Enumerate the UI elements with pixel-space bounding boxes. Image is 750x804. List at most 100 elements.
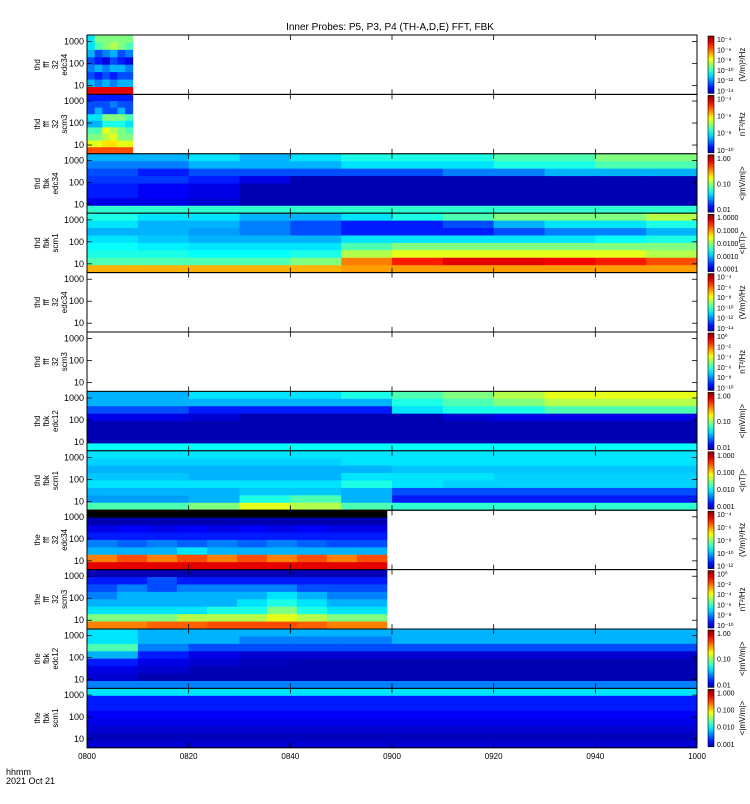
spectrogram-cell: [493, 198, 545, 207]
spectrogram-cell: [146, 547, 178, 556]
spectrogram-cell: [137, 636, 190, 645]
spectrogram-cell: [188, 465, 240, 474]
spectrogram-cell: [102, 101, 111, 108]
spectrogram-cell: [392, 695, 444, 704]
spectrogram-cell: [87, 673, 139, 682]
colorbar: [707, 95, 715, 154]
y-tick-label: 10: [74, 675, 84, 685]
spectrogram-cell: [646, 220, 698, 229]
spectrogram-cell: [109, 101, 118, 108]
spectrogram-cell: [188, 495, 240, 504]
colorbar-units: nT²/Hz: [738, 350, 747, 374]
spectrogram-cell: [595, 435, 647, 444]
spectrogram-cell: [392, 398, 444, 407]
spectrogram-cell: [392, 228, 444, 236]
spectrogram-cell: [206, 539, 238, 548]
spectrogram-cell: [392, 265, 444, 274]
colorbar-units: <|mV/m|>: [738, 404, 747, 439]
colorbar-tick-label: 0.001: [717, 742, 735, 749]
spectrogram-cell: [87, 127, 96, 135]
spectrogram-cell: [341, 265, 393, 274]
spectrogram-cell: [544, 250, 596, 259]
spectrogram-cell: [102, 35, 111, 43]
spectrogram-cell: [188, 643, 240, 652]
spectrogram-cell: [392, 643, 444, 652]
spectrogram-cell: [102, 94, 111, 102]
panel-label: fff: [42, 120, 51, 127]
spectrogram-cell: [94, 120, 103, 128]
spectrogram-cell: [341, 443, 393, 452]
spectrogram-cell: [392, 391, 444, 400]
spectrogram-cell: [206, 591, 238, 600]
colorbar-units: <|mV/m|>: [738, 641, 747, 676]
spectrogram-cell: [493, 651, 545, 660]
spectrogram-cell: [595, 257, 647, 266]
spectrogram-cell: [290, 443, 342, 452]
spectrogram-cell: [392, 235, 444, 244]
spectrogram-cell: [116, 539, 148, 548]
spectrogram-cell: [188, 190, 240, 199]
spectrogram-cell: [87, 547, 118, 556]
panel-label: the: [33, 653, 42, 665]
spectrogram-cell: [117, 140, 126, 148]
spectrogram-cell: [493, 465, 545, 474]
spectrogram-cell: [87, 465, 139, 474]
spectrogram-cell: [188, 480, 240, 489]
spectrogram-cell: [87, 510, 118, 519]
colorbar: [707, 273, 715, 332]
spectrogram-cell: [188, 250, 240, 259]
spectrogram-cell: [239, 695, 291, 704]
spectrogram-cell: [87, 695, 139, 704]
spectrogram-cell: [137, 495, 190, 504]
spectrogram-cell: [493, 502, 545, 511]
panel-label: thd: [33, 119, 42, 130]
y-tick-label: 1000: [64, 631, 84, 641]
spectrogram-cell: [87, 134, 96, 141]
spectrogram-cell: [176, 577, 208, 585]
spectrogram-cell: [239, 213, 291, 222]
spectrogram-cell: [102, 49, 111, 58]
y-tick-label: 100: [69, 415, 84, 425]
panel-label: thd: [33, 475, 42, 486]
spectrogram-cell: [239, 487, 291, 496]
spectrogram-cell: [493, 428, 545, 437]
spectrogram-cell: [146, 599, 178, 608]
spectrogram-cell: [94, 94, 103, 102]
spectrogram-cell: [102, 79, 111, 88]
y-tick-label: 10: [74, 81, 84, 91]
panel-label: fbk: [42, 237, 51, 249]
panel-label: scm3: [60, 352, 69, 372]
spectrogram-cell: [87, 140, 96, 148]
spectrogram-cell: [392, 168, 444, 177]
spectrogram-cell: [595, 161, 647, 170]
spectrogram-cell: [392, 480, 444, 489]
spectrogram-cell: [646, 473, 698, 481]
spectrogram-cell: [544, 651, 596, 660]
spectrogram-cell: [290, 220, 342, 229]
spectrogram-cell: [290, 257, 342, 266]
spectrogram-cell: [188, 428, 240, 437]
panel-label: thd: [33, 297, 42, 308]
spectrogram-cell: [239, 228, 291, 236]
spectrogram-cell: [296, 614, 328, 622]
spectrogram-cell: [290, 680, 342, 689]
spectrogram-cell: [102, 64, 111, 73]
spectrogram-cell: [646, 680, 698, 689]
spectrogram-cell: [341, 176, 393, 184]
panel-label: edc12: [51, 647, 60, 669]
spectrogram-cell: [109, 127, 118, 135]
panel-frame: [86, 34, 698, 95]
spectrogram-cell: [442, 480, 495, 489]
colorbar-tick-label: 0.10: [717, 657, 731, 664]
spectrogram-cell: [493, 190, 545, 199]
spectrogram-cell: [116, 584, 148, 593]
spectrogram-cell: [137, 398, 190, 407]
spectrogram-cell: [356, 539, 388, 548]
spectrogram-cell: [266, 569, 298, 578]
spectrogram-cell: [137, 205, 190, 214]
spectrogram-cell: [87, 495, 139, 504]
spectrogram-cell: [296, 547, 328, 556]
spectrogram-cell: [595, 666, 647, 674]
spectrogram-cell: [116, 547, 148, 556]
